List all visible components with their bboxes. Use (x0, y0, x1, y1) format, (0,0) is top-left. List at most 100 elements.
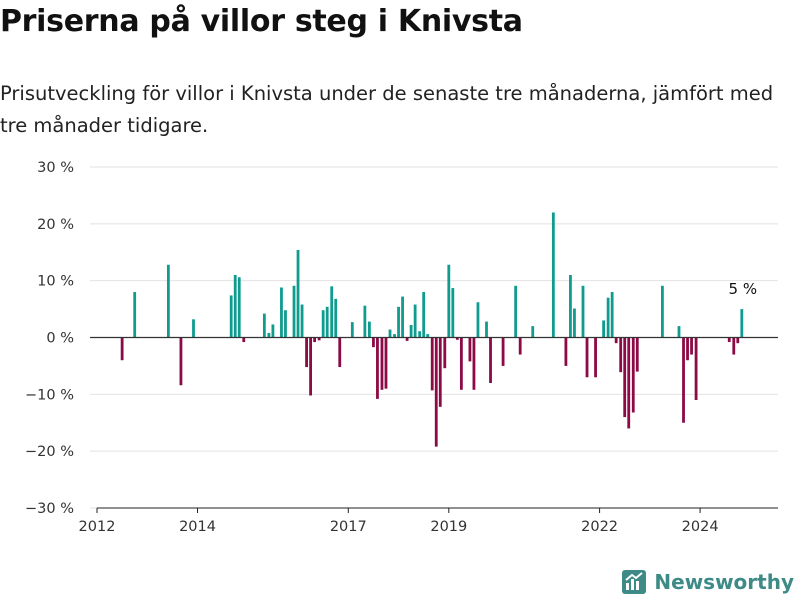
bar (397, 306, 400, 338)
y-tick-label: −30 % (25, 501, 74, 517)
bar (267, 332, 271, 338)
bar (409, 324, 413, 338)
bar (179, 337, 183, 386)
bar (451, 288, 455, 338)
bar (455, 337, 459, 340)
bar (485, 321, 488, 338)
bar (531, 326, 535, 338)
bar (518, 337, 522, 355)
bar (690, 337, 693, 355)
bar (573, 308, 576, 338)
x-tick-label: 2012 (79, 519, 116, 535)
bar (569, 274, 572, 338)
brand-name: Newsworthy (654, 570, 794, 594)
y-tick-label: 30 % (37, 160, 74, 176)
bar (372, 337, 375, 348)
bar (740, 309, 744, 338)
bar (627, 337, 631, 429)
tick-labels: 30 % 20 % 10 % 0 % −10 % −20 % −30 % 2012 2014 20… (25, 160, 757, 535)
bar (376, 337, 379, 399)
bar (317, 337, 321, 341)
bar (694, 337, 698, 401)
bar (686, 337, 689, 361)
x-tick-label: 2019 (430, 519, 467, 535)
bar (468, 337, 472, 362)
bar (296, 249, 300, 338)
bar (271, 324, 275, 338)
bar (501, 337, 505, 366)
bar (438, 337, 442, 407)
bar (401, 296, 404, 338)
bar (602, 320, 606, 338)
x-tick-label: 2024 (682, 519, 719, 535)
bar (430, 337, 434, 391)
bar (233, 274, 237, 338)
bar (262, 313, 266, 338)
bar (237, 277, 241, 338)
bar (120, 337, 124, 361)
bar (334, 298, 338, 338)
chart-subtitle: Prisutveckling för villor i Knivsta unde… (0, 82, 774, 137)
bar (476, 302, 480, 338)
bar (635, 337, 639, 372)
bar (280, 287, 283, 338)
y-tick-label: 10 % (37, 274, 74, 290)
bar (489, 337, 492, 383)
y-tick-label: −20 % (25, 444, 74, 460)
bar (614, 337, 618, 344)
bar (321, 310, 325, 338)
bar (727, 337, 731, 343)
bar (581, 285, 585, 338)
x-tick-label: 2022 (581, 519, 618, 535)
bar (350, 322, 354, 338)
bar (682, 337, 685, 423)
bar (422, 292, 426, 338)
bar (309, 337, 312, 396)
bar (631, 337, 635, 413)
bar (338, 337, 342, 368)
bar (434, 337, 438, 447)
x-tick-label: 2014 (179, 519, 216, 535)
bar (564, 337, 568, 366)
bar (732, 337, 736, 355)
bar (736, 337, 740, 344)
bar (192, 319, 195, 338)
bar (363, 305, 367, 338)
bar (413, 304, 417, 338)
bars (120, 212, 744, 447)
bar (459, 337, 463, 390)
bar (447, 264, 451, 338)
bar (388, 329, 392, 338)
bar (443, 337, 447, 369)
bar (292, 285, 296, 338)
bar (472, 337, 476, 390)
bar (393, 334, 396, 338)
last-value-label: 5 % (729, 280, 758, 298)
bar (305, 337, 308, 368)
bar (384, 337, 388, 389)
bar (166, 264, 170, 338)
page-title: Priserna på villor steg i Knivsta (0, 4, 523, 39)
bar (284, 310, 287, 338)
bar (426, 334, 430, 338)
bar (330, 286, 334, 338)
bar (551, 212, 555, 338)
y-tick-label: 20 % (37, 217, 74, 233)
bar (606, 297, 610, 338)
bar (313, 337, 317, 343)
axes (90, 336, 778, 513)
bar (300, 304, 304, 338)
bar (418, 331, 422, 338)
bar (677, 326, 681, 338)
bar (514, 285, 518, 338)
brand-logo: Newsworthy (622, 570, 794, 594)
bar (623, 337, 627, 418)
x-tick-label: 2017 (330, 519, 367, 535)
bar (133, 292, 137, 338)
bar (619, 337, 623, 373)
bar (380, 337, 384, 390)
bar (610, 292, 614, 338)
bar (661, 285, 664, 338)
bar (242, 337, 246, 343)
bar (585, 337, 589, 378)
